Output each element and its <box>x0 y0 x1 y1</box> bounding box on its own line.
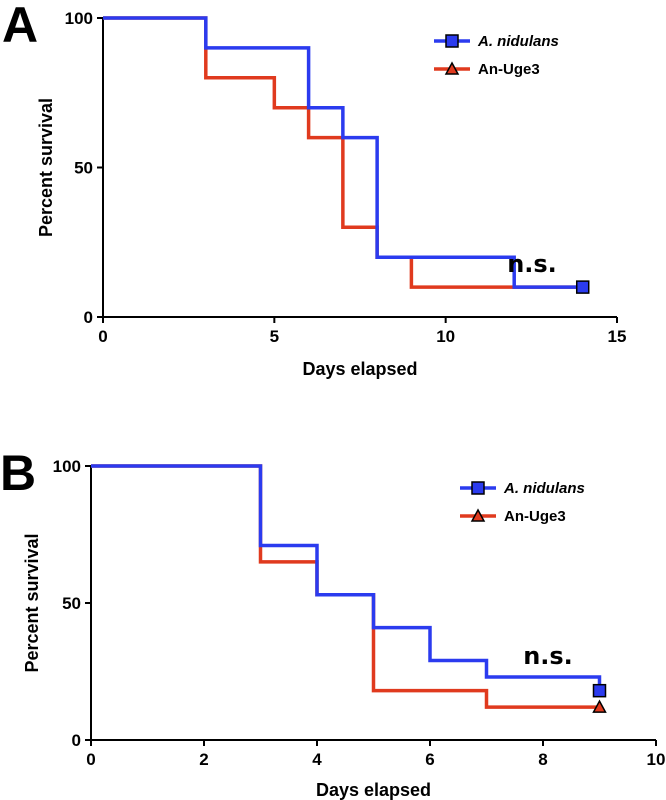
series-end-marker-0 <box>592 683 607 698</box>
y-tick-label: 50 <box>62 594 81 613</box>
x-tick-label: 10 <box>436 327 455 346</box>
series-line-1 <box>103 16 583 289</box>
series-line-0 <box>91 464 602 691</box>
x-axis-title: Days elapsed <box>302 359 417 379</box>
y-tick-label: 0 <box>72 731 81 750</box>
legend-triangle-icon <box>470 508 486 522</box>
x-tick-label: 15 <box>608 327 627 346</box>
y-tick-label: 100 <box>65 9 93 28</box>
legend-square-icon <box>471 481 485 495</box>
x-tick-label: 4 <box>312 750 322 769</box>
x-tick-label: 5 <box>270 327 279 346</box>
panel-letter: B <box>0 445 36 501</box>
legend-triangle-icon <box>444 61 460 75</box>
x-tick-label: 8 <box>538 750 547 769</box>
y-axis-title: Percent survival <box>36 98 56 237</box>
x-axis-title: Days elapsed <box>316 780 431 800</box>
x-tick-label: 10 <box>647 750 666 769</box>
x-tick-label: 2 <box>199 750 208 769</box>
series-end-marker-1 <box>592 699 607 713</box>
chart-panel-b: B 0 50 100 0 2 4 6 8 10 Days elapsed Percent surviv… <box>0 445 665 800</box>
y-tick-label: 0 <box>84 308 93 327</box>
y-tick-label: 100 <box>53 457 81 476</box>
y-tick-label: 50 <box>74 159 93 178</box>
legend: A. nidulans An-Uge3 <box>460 480 585 525</box>
legend-label-0: A. nidulans <box>503 480 585 497</box>
y-axis-title: Percent survival <box>22 533 42 672</box>
series-end-marker-0 <box>575 280 590 294</box>
legend-label-0: A. nidulans <box>477 33 559 50</box>
x-tick-label: 6 <box>425 750 434 769</box>
legend-label-1: An-Uge3 <box>504 508 566 525</box>
legend-square-icon <box>445 34 459 48</box>
significance-annotation: n.s. <box>507 250 557 278</box>
series-line-1 <box>91 464 600 709</box>
legend-label-1: An-Uge3 <box>478 61 540 78</box>
chart-panel-a: A 0 50 100 0 5 10 15 Days elapsed Percent surviva… <box>2 0 626 379</box>
x-tick-label: 0 <box>86 750 95 769</box>
series-line-0 <box>103 16 583 289</box>
panel-letter: A <box>2 0 38 53</box>
significance-annotation: n.s. <box>523 642 573 670</box>
legend: A. nidulans An-Uge3 <box>434 33 559 78</box>
x-tick-label: 0 <box>98 327 107 346</box>
